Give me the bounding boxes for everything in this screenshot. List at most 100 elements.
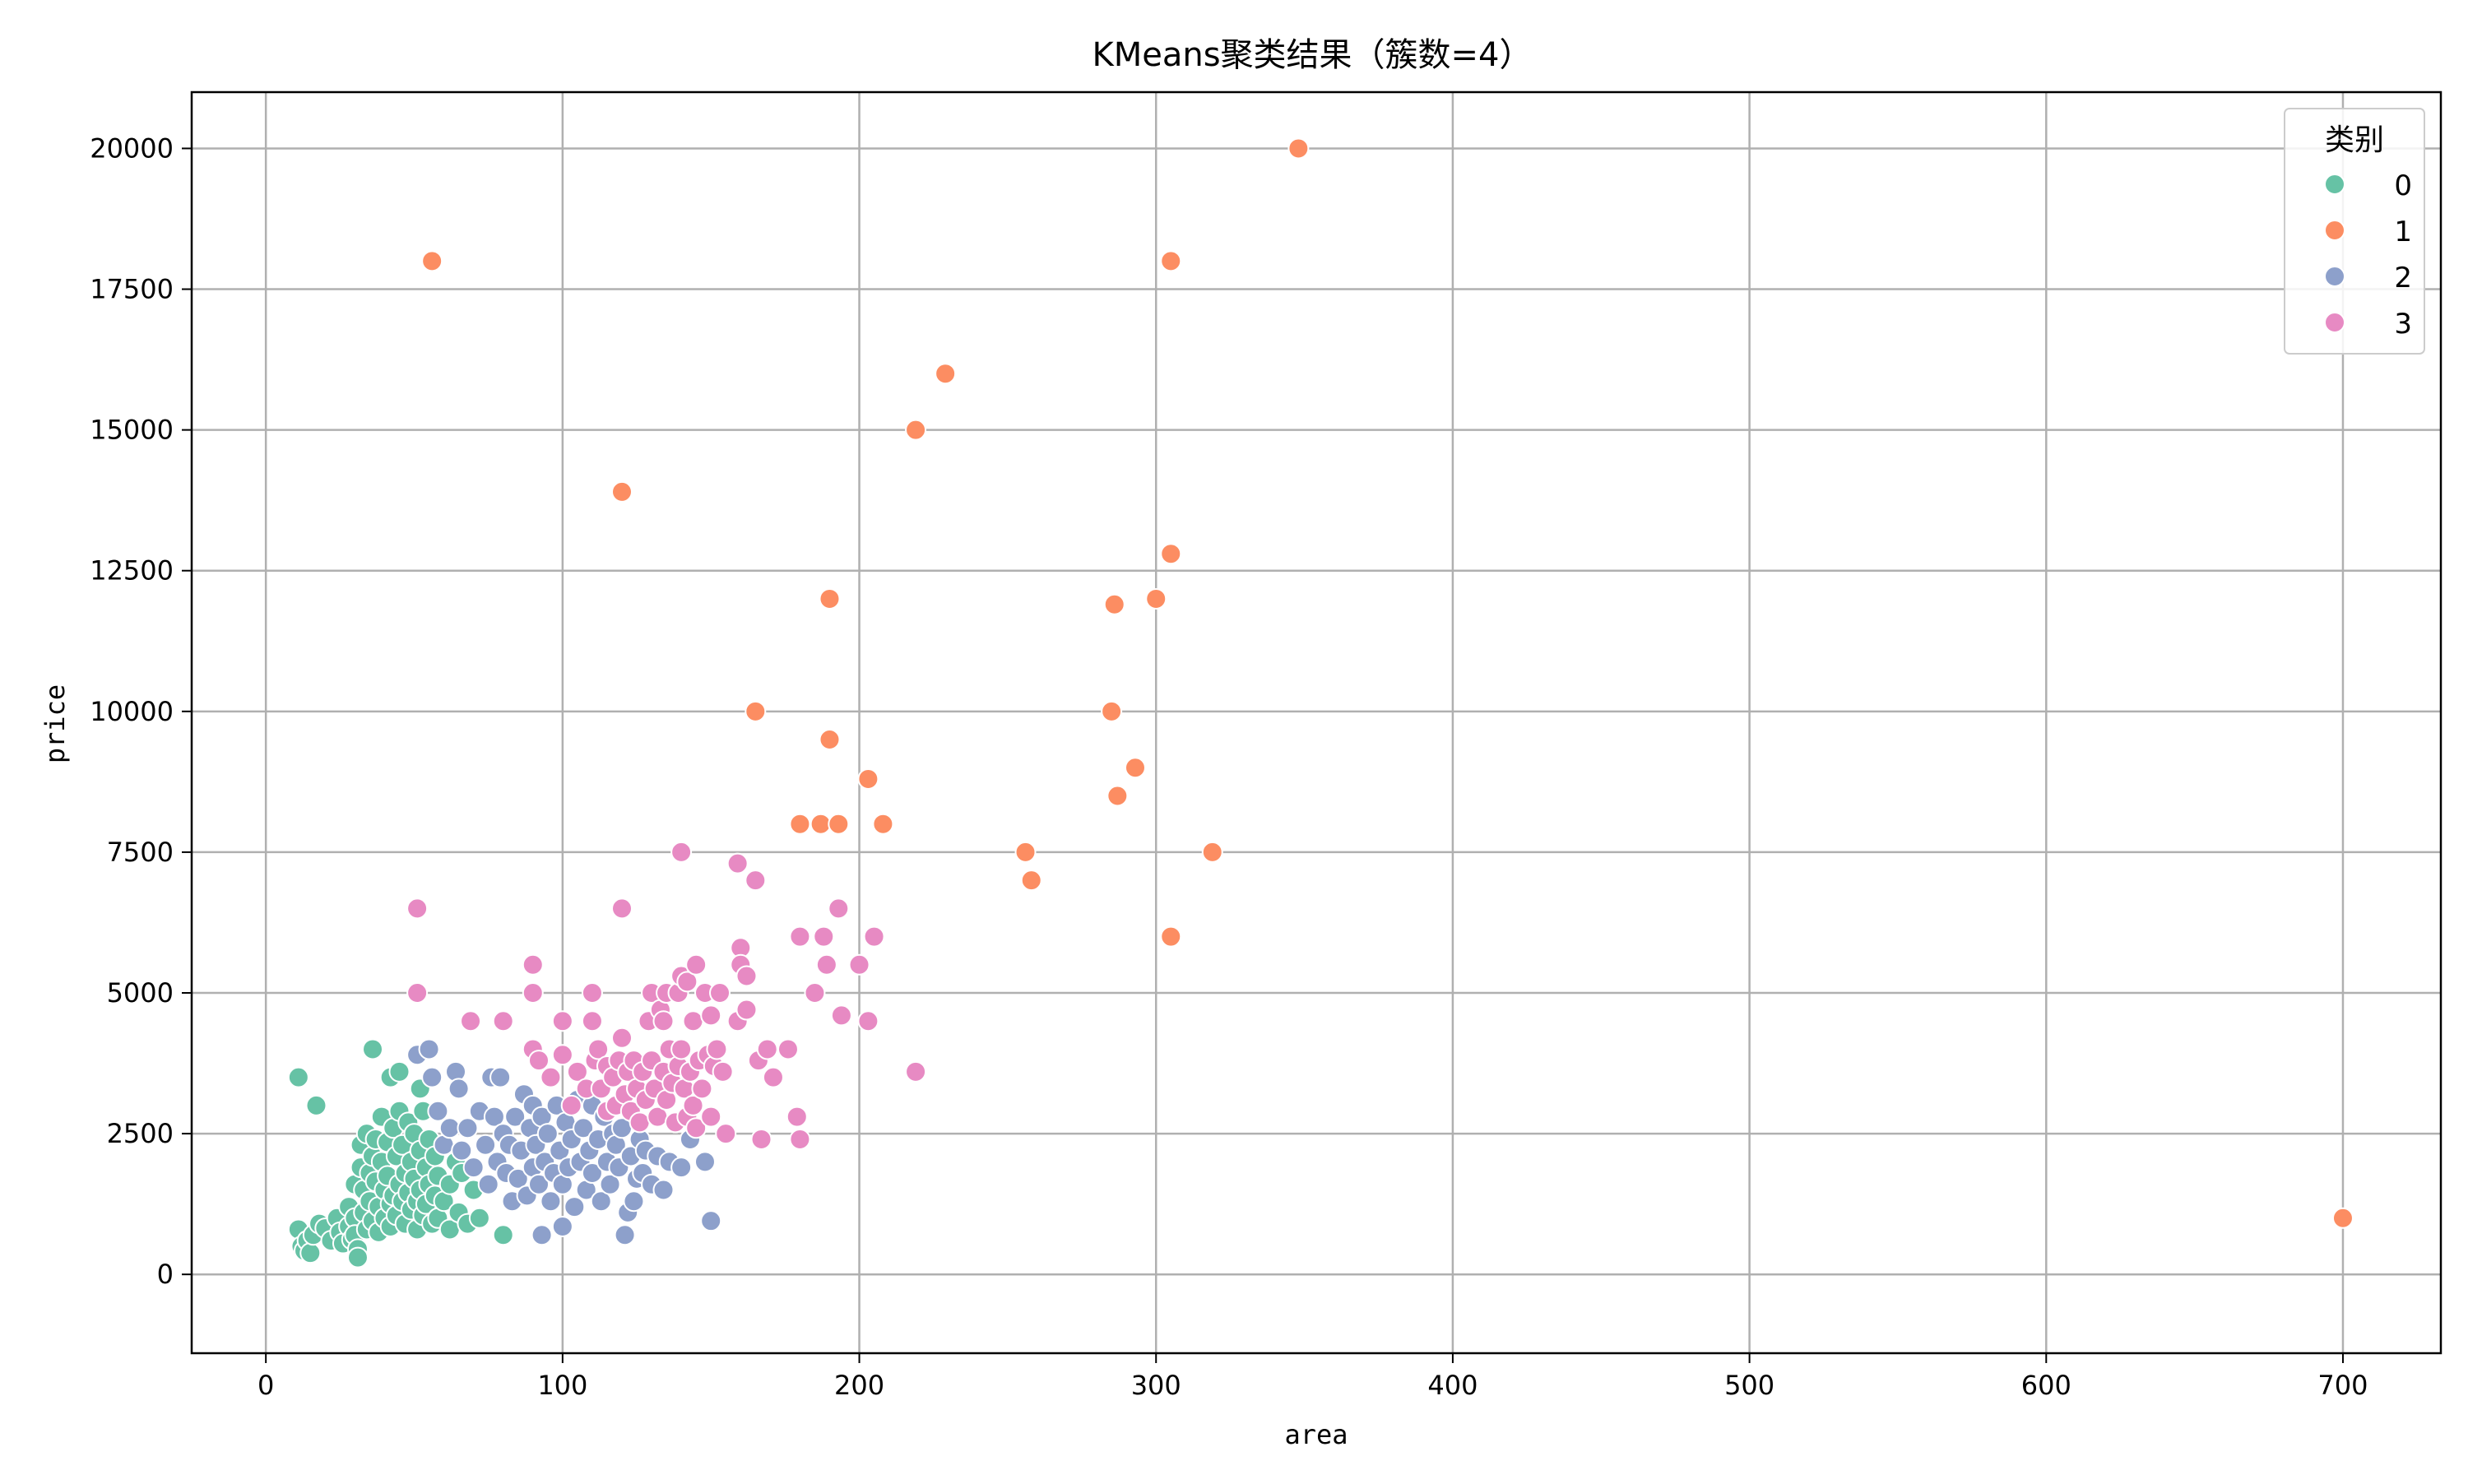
data-point <box>1101 700 1123 722</box>
data-point <box>706 1038 728 1060</box>
data-point <box>457 1117 479 1139</box>
data-point <box>848 953 870 976</box>
series-2-points <box>406 1038 722 1246</box>
data-point <box>1145 587 1167 610</box>
data-point <box>540 1190 562 1213</box>
data-point <box>492 1224 514 1246</box>
data-point <box>492 1010 514 1032</box>
data-point <box>610 897 633 920</box>
data-point <box>682 1094 704 1116</box>
data-point <box>828 897 850 920</box>
legend-label-1: 1 <box>2394 216 2412 248</box>
plot-frame <box>190 90 2442 1355</box>
data-point <box>1014 841 1037 863</box>
data-points <box>287 137 2354 1268</box>
data-point <box>700 1106 722 1128</box>
data-point <box>935 363 957 385</box>
legend-label-2: 2 <box>2394 262 2412 294</box>
series-0-points <box>287 1038 514 1268</box>
legend-marker-0 <box>2324 174 2345 195</box>
data-point <box>599 1173 621 1195</box>
data-point <box>857 768 879 790</box>
x-tick-label: 500 <box>1724 1370 1774 1401</box>
data-point <box>685 1117 707 1139</box>
data-point <box>448 1078 470 1100</box>
data-point <box>670 1038 693 1060</box>
data-point <box>346 1246 369 1268</box>
data-point <box>712 1060 734 1083</box>
data-point <box>735 999 758 1021</box>
data-point <box>610 1027 633 1049</box>
y-tick-label: 0 <box>157 1259 174 1290</box>
data-point <box>715 1123 737 1145</box>
data-point <box>287 1066 309 1088</box>
data-point <box>581 1010 603 1032</box>
data-point <box>522 953 544 976</box>
data-point <box>581 1162 603 1184</box>
data-point <box>789 813 811 835</box>
legend-marker-2 <box>2324 266 2345 287</box>
data-point <box>566 1060 588 1083</box>
data-point <box>564 1196 586 1218</box>
x-tick-label: 0 <box>257 1370 274 1401</box>
data-point <box>299 1242 322 1264</box>
data-point <box>1160 925 1182 948</box>
data-point <box>750 1128 772 1150</box>
data-point <box>676 971 698 993</box>
data-point <box>590 1190 612 1213</box>
data-point <box>536 1123 559 1145</box>
data-point <box>573 1117 595 1139</box>
data-point <box>786 1106 808 1128</box>
data-point <box>1201 841 1223 863</box>
data-point <box>694 1151 716 1173</box>
data-point <box>362 1038 384 1060</box>
data-point <box>745 700 767 722</box>
legend-marker-3 <box>2324 312 2345 333</box>
data-point <box>857 1010 879 1032</box>
data-point <box>685 953 707 976</box>
data-point <box>819 587 841 610</box>
data-point <box>905 1060 927 1083</box>
data-point <box>629 1111 651 1134</box>
y-tick-label: 5000 <box>107 977 174 1009</box>
data-point <box>777 1038 799 1060</box>
data-point <box>735 965 758 987</box>
data-point <box>528 1050 550 1072</box>
data-point <box>872 813 894 835</box>
data-point <box>804 982 826 1004</box>
data-point <box>1124 757 1146 779</box>
y-tick-label: 7500 <box>107 837 174 868</box>
data-point <box>427 1100 449 1122</box>
data-point <box>305 1094 327 1116</box>
data-point <box>438 1117 461 1139</box>
data-point <box>756 1038 778 1060</box>
legend-marker-1 <box>2324 220 2345 241</box>
data-point <box>468 1207 490 1229</box>
data-point <box>610 480 633 503</box>
data-point <box>1160 250 1182 272</box>
data-point <box>828 813 850 835</box>
data-point <box>623 1190 645 1213</box>
data-point <box>745 870 767 892</box>
data-point <box>789 1128 811 1150</box>
data-point <box>504 1106 527 1128</box>
y-tick-label: 10000 <box>90 696 174 727</box>
data-point <box>507 1167 529 1190</box>
x-tick-label: 700 <box>2317 1370 2368 1401</box>
data-point <box>540 1066 562 1088</box>
data-point <box>462 1157 485 1179</box>
data-point <box>2331 1207 2354 1229</box>
data-point <box>551 1216 573 1238</box>
data-point <box>560 1094 582 1116</box>
data-point <box>762 1066 784 1088</box>
grid-lines <box>192 92 2441 1353</box>
data-point <box>813 925 835 948</box>
y-axis-label: price <box>39 684 71 763</box>
data-point <box>670 1157 693 1179</box>
y-tick-label: 17500 <box>90 274 174 305</box>
data-point <box>418 1038 440 1060</box>
data-point <box>489 1066 512 1088</box>
data-point <box>460 1010 482 1032</box>
data-point <box>863 925 885 948</box>
